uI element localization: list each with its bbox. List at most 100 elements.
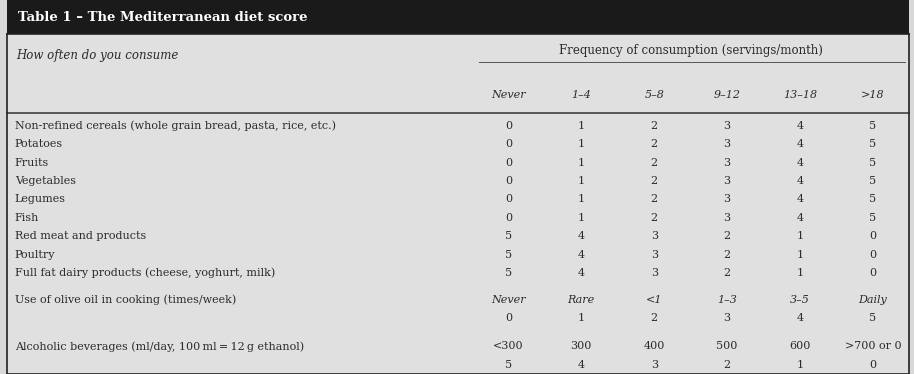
FancyBboxPatch shape: [7, 0, 909, 34]
Text: 5: 5: [869, 121, 877, 131]
Text: 300: 300: [570, 341, 592, 352]
Text: 2: 2: [724, 268, 730, 278]
Text: 5: 5: [869, 176, 877, 186]
Text: 1–3: 1–3: [717, 295, 737, 304]
Text: Use of olive oil in cooking (times/week): Use of olive oil in cooking (times/week): [15, 294, 236, 305]
Text: 13–18: 13–18: [783, 90, 817, 100]
Text: 3: 3: [724, 213, 730, 223]
Text: Non-refined cereals (whole grain bread, pasta, rice, etc.): Non-refined cereals (whole grain bread, …: [15, 120, 335, 131]
Text: 1: 1: [578, 139, 585, 149]
Text: 1: 1: [578, 194, 585, 205]
Text: Rare: Rare: [568, 295, 595, 304]
Text: 5: 5: [505, 231, 512, 241]
Text: 4: 4: [796, 139, 803, 149]
Text: 5–8: 5–8: [644, 90, 664, 100]
Text: 3: 3: [651, 249, 658, 260]
Text: 4: 4: [578, 231, 585, 241]
Text: <1: <1: [646, 295, 663, 304]
Text: 5: 5: [505, 360, 512, 370]
Text: 5: 5: [505, 249, 512, 260]
Text: 2: 2: [651, 213, 658, 223]
Text: 2: 2: [651, 313, 658, 323]
Text: 600: 600: [790, 341, 811, 352]
Text: Potatoes: Potatoes: [15, 139, 63, 149]
Text: How often do you consume: How often do you consume: [16, 49, 179, 62]
Text: 1: 1: [578, 176, 585, 186]
Text: >700 or 0: >700 or 0: [845, 341, 901, 352]
Text: 5: 5: [869, 194, 877, 205]
Text: 4: 4: [796, 157, 803, 168]
Text: 9–12: 9–12: [714, 90, 740, 100]
Text: Vegetables: Vegetables: [15, 176, 76, 186]
Text: Never: Never: [491, 90, 526, 100]
Text: 3: 3: [724, 194, 730, 205]
Text: Frequency of consumption (servings/month): Frequency of consumption (servings/month…: [558, 44, 823, 57]
Text: Never: Never: [491, 295, 526, 304]
Text: Poultry: Poultry: [15, 249, 55, 260]
Text: 3: 3: [724, 139, 730, 149]
Text: 2: 2: [651, 121, 658, 131]
FancyBboxPatch shape: [7, 34, 909, 374]
Text: 3: 3: [651, 231, 658, 241]
Text: Fruits: Fruits: [15, 157, 48, 168]
Text: 1: 1: [578, 157, 585, 168]
Text: 3: 3: [651, 360, 658, 370]
Text: Table 1 – The Mediterranean diet score: Table 1 – The Mediterranean diet score: [18, 11, 308, 24]
Text: 400: 400: [643, 341, 664, 352]
Text: >18: >18: [861, 90, 885, 100]
Text: 2: 2: [651, 139, 658, 149]
Text: 3: 3: [651, 268, 658, 278]
Text: 1: 1: [796, 360, 803, 370]
Text: 0: 0: [869, 360, 877, 370]
Text: 3: 3: [724, 313, 730, 323]
Text: 0: 0: [505, 313, 512, 323]
Text: Fish: Fish: [15, 213, 39, 223]
Text: 1: 1: [796, 249, 803, 260]
Text: 2: 2: [651, 176, 658, 186]
Text: 2: 2: [651, 157, 658, 168]
Text: 0: 0: [505, 139, 512, 149]
Text: 0: 0: [505, 121, 512, 131]
Text: 4: 4: [796, 313, 803, 323]
Text: 4: 4: [796, 121, 803, 131]
Text: 4: 4: [796, 213, 803, 223]
Text: 1–4: 1–4: [571, 90, 591, 100]
Text: 4: 4: [578, 360, 585, 370]
Text: 1: 1: [578, 213, 585, 223]
Text: 0: 0: [869, 249, 877, 260]
Text: 0: 0: [505, 194, 512, 205]
Text: Alcoholic beverages (ml/day, 100 ml = 12 g ethanol): Alcoholic beverages (ml/day, 100 ml = 12…: [15, 341, 303, 352]
Text: Red meat and products: Red meat and products: [15, 231, 146, 241]
Text: 1: 1: [796, 268, 803, 278]
Text: 1: 1: [578, 313, 585, 323]
Text: 0: 0: [869, 231, 877, 241]
Text: 5: 5: [869, 213, 877, 223]
Text: 5: 5: [869, 313, 877, 323]
Text: 5: 5: [869, 157, 877, 168]
Text: 2: 2: [724, 249, 730, 260]
Text: 0: 0: [869, 268, 877, 278]
Text: 0: 0: [505, 176, 512, 186]
Text: 5: 5: [505, 268, 512, 278]
Text: 0: 0: [505, 157, 512, 168]
Text: Daily: Daily: [858, 295, 887, 304]
Text: 0: 0: [505, 213, 512, 223]
Text: 1: 1: [578, 121, 585, 131]
Text: 5: 5: [869, 139, 877, 149]
Text: 4: 4: [578, 249, 585, 260]
Text: 3: 3: [724, 176, 730, 186]
Text: Full fat dairy products (cheese, yoghurt, milk): Full fat dairy products (cheese, yoghurt…: [15, 268, 275, 278]
Text: Legumes: Legumes: [15, 194, 66, 205]
Text: 4: 4: [578, 268, 585, 278]
Text: 2: 2: [724, 360, 730, 370]
Text: 2: 2: [651, 194, 658, 205]
Text: 3–5: 3–5: [790, 295, 810, 304]
Text: 3: 3: [724, 121, 730, 131]
Text: 2: 2: [724, 231, 730, 241]
Text: 4: 4: [796, 194, 803, 205]
Text: 1: 1: [796, 231, 803, 241]
Text: 4: 4: [796, 176, 803, 186]
Text: 500: 500: [717, 341, 738, 352]
Text: <300: <300: [493, 341, 524, 352]
Text: 3: 3: [724, 157, 730, 168]
